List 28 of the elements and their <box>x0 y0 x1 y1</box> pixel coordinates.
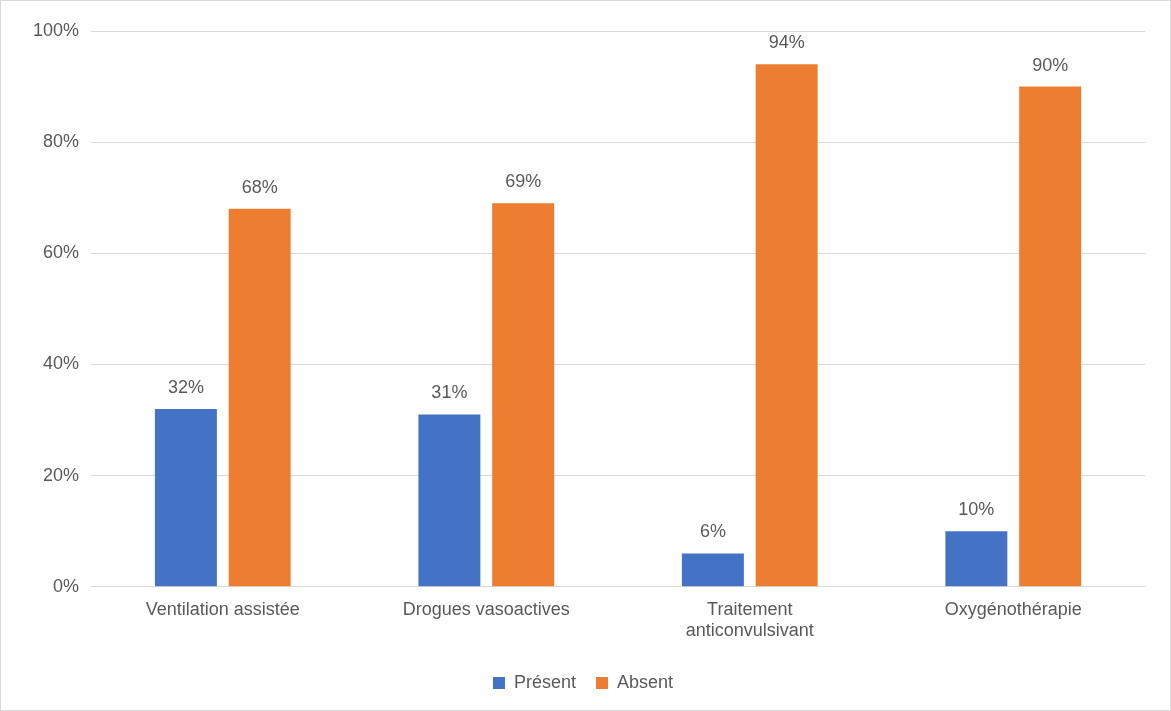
bar <box>1019 86 1082 587</box>
y-tick-label: 80% <box>43 131 80 152</box>
data-label: 68% <box>241 176 278 197</box>
x-tick-label: Drogues vasoactives <box>402 598 570 619</box>
data-label: 10% <box>958 499 995 520</box>
bar <box>681 553 744 587</box>
bar <box>492 203 555 587</box>
y-tick-label: 60% <box>43 242 80 263</box>
data-label: 94% <box>768 32 805 53</box>
data-label: 69% <box>505 171 542 192</box>
bar <box>418 414 481 587</box>
data-label: 90% <box>1032 54 1069 75</box>
bar <box>945 531 1008 587</box>
y-tick-label: 40% <box>43 353 80 374</box>
bar <box>228 208 291 587</box>
data-label: 31% <box>431 382 468 403</box>
x-tick-label: Traitement anticonvulsivant <box>685 598 814 641</box>
legend-label: Absent <box>617 671 674 692</box>
y-tick-label: 20% <box>43 464 80 485</box>
y-tick-label: 100% <box>32 19 80 40</box>
bar <box>755 64 818 587</box>
y-tick-label: 0% <box>53 575 80 596</box>
data-label: 32% <box>167 376 204 397</box>
bar <box>154 408 217 587</box>
x-tick-label: Ventilation assistée <box>145 598 300 619</box>
data-label: 6% <box>699 521 726 542</box>
x-tick-label: Oxygénothérapie <box>944 598 1082 619</box>
legend-label: Présent <box>513 671 577 692</box>
